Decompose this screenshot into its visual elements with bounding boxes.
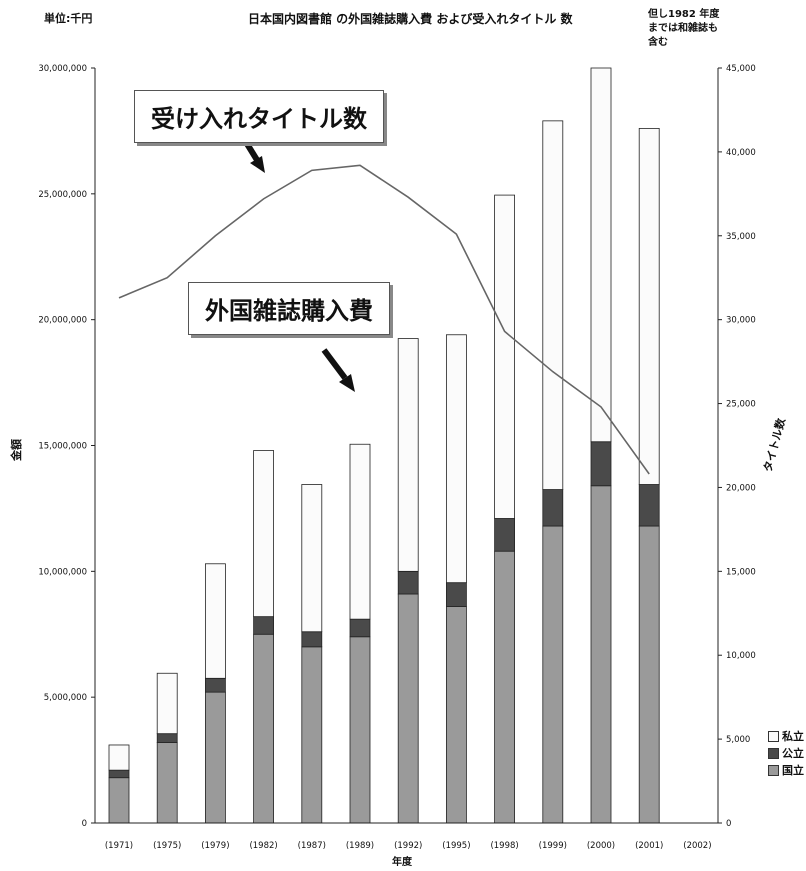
bar-segment-private — [542, 120, 564, 490]
y-axis-label: 金額 — [9, 439, 23, 462]
bar-segment-national — [108, 777, 130, 824]
bar-segment-public — [301, 631, 323, 648]
spend-callout: 外国雑誌購入費 — [188, 282, 390, 335]
bar-segment-private — [590, 67, 612, 443]
bar-segment-national — [204, 691, 226, 824]
bar-segment-private — [638, 127, 660, 485]
bar-segment-public — [494, 518, 516, 552]
bar-segment-national — [542, 525, 564, 824]
bar-segment-public — [445, 582, 467, 607]
bar-segment-public — [108, 769, 130, 779]
x-tick-label: (2002) — [683, 841, 711, 851]
bar-segment-private — [397, 338, 419, 572]
bar-segment-national — [494, 550, 516, 824]
bar-segment-private — [349, 443, 371, 620]
y2-tick-label: 30,000 — [726, 316, 756, 326]
legend: 私立 公立 国立 — [768, 728, 804, 779]
y-tick-label: 15,000,000 — [38, 442, 87, 452]
bar-segment-national — [301, 646, 323, 824]
legend-swatch-national — [768, 765, 779, 776]
x-tick-label: (1989) — [346, 841, 374, 851]
legend-label-public: 公立 — [782, 747, 804, 760]
bar-segment-private — [445, 334, 467, 584]
legend-label-national: 国立 — [782, 764, 804, 777]
bar-segment-public — [204, 677, 226, 693]
y2-tick-label: 25,000 — [726, 400, 756, 410]
spend-arrow — [321, 348, 355, 392]
bar-segment-public — [156, 733, 178, 743]
bar-segment-public — [542, 489, 564, 527]
chart-note: 但し1982 年度までは和雑誌も含む — [648, 9, 720, 48]
x-tick-label: (1999) — [539, 841, 567, 851]
y2-tick-label: 40,000 — [726, 148, 756, 158]
y2-tick-label: 0 — [726, 819, 731, 829]
bar-segment-public — [590, 441, 612, 487]
chart-title: 日本国内図書館 の外国雑誌購入費 および受入れタイトル 数 — [248, 12, 573, 26]
y-tick-label: 0 — [82, 819, 87, 829]
y-tick-label: 30,000,000 — [38, 64, 87, 74]
x-tick-label: (2001) — [635, 841, 663, 851]
titles-callout: 受け入れタイトル数 — [134, 90, 384, 143]
x-tick-label: (2000) — [587, 841, 615, 851]
y2-tick-label: 5,000 — [726, 735, 750, 745]
bar-segment-national — [156, 742, 178, 824]
legend-item-public: 公立 — [768, 745, 804, 762]
x-tick-label: (1971) — [105, 841, 133, 851]
x-tick-label: (1979) — [201, 841, 229, 851]
y2-tick-label: 10,000 — [726, 651, 756, 661]
bar-segment-private — [301, 484, 323, 633]
x-axis-label: 年度 — [392, 855, 413, 868]
y2-tick-label: 20,000 — [726, 483, 756, 493]
x-tick-label: (1998) — [490, 841, 518, 851]
bar-segment-private — [494, 194, 516, 519]
y-tick-label: 20,000,000 — [38, 316, 87, 326]
y2-tick-label: 45,000 — [726, 64, 756, 74]
bar-segment-national — [397, 593, 419, 824]
bar-segment-private — [156, 672, 178, 735]
x-tick-label: (1975) — [153, 841, 181, 851]
legend-item-private: 私立 — [768, 728, 804, 745]
bar-segment-private — [253, 450, 275, 618]
y2-tick-label: 15,000 — [726, 567, 756, 577]
legend-swatch-private — [768, 731, 779, 742]
legend-label-private: 私立 — [782, 730, 804, 743]
legend-swatch-public — [768, 748, 779, 759]
unit-label: 単位:千円 — [44, 12, 93, 25]
bar-segment-public — [397, 570, 419, 595]
bar-segment-national — [349, 636, 371, 824]
y-tick-label: 25,000,000 — [38, 190, 87, 200]
bar-segment-national — [445, 606, 467, 824]
y2-tick-label: 35,000 — [726, 232, 756, 242]
x-tick-label: (1987) — [298, 841, 326, 851]
bar-segment-national — [253, 633, 275, 824]
bar-segment-national — [638, 525, 660, 824]
y2-axis-label: タイトル数 — [760, 416, 788, 474]
y-tick-label: 5,000,000 — [44, 693, 87, 703]
bar-segment-private — [204, 563, 226, 679]
legend-item-national: 国立 — [768, 762, 804, 779]
bar-segment-public — [638, 484, 660, 527]
bar-segment-national — [590, 485, 612, 824]
bar-segment-private — [108, 744, 130, 771]
bar-segment-public — [349, 618, 371, 638]
x-tick-label: (1995) — [442, 841, 470, 851]
x-tick-label: (1992) — [394, 841, 422, 851]
bar-segment-public — [253, 616, 275, 635]
x-tick-label: (1982) — [249, 841, 277, 851]
titles-line — [118, 164, 650, 475]
y-tick-label: 10,000,000 — [38, 567, 87, 577]
